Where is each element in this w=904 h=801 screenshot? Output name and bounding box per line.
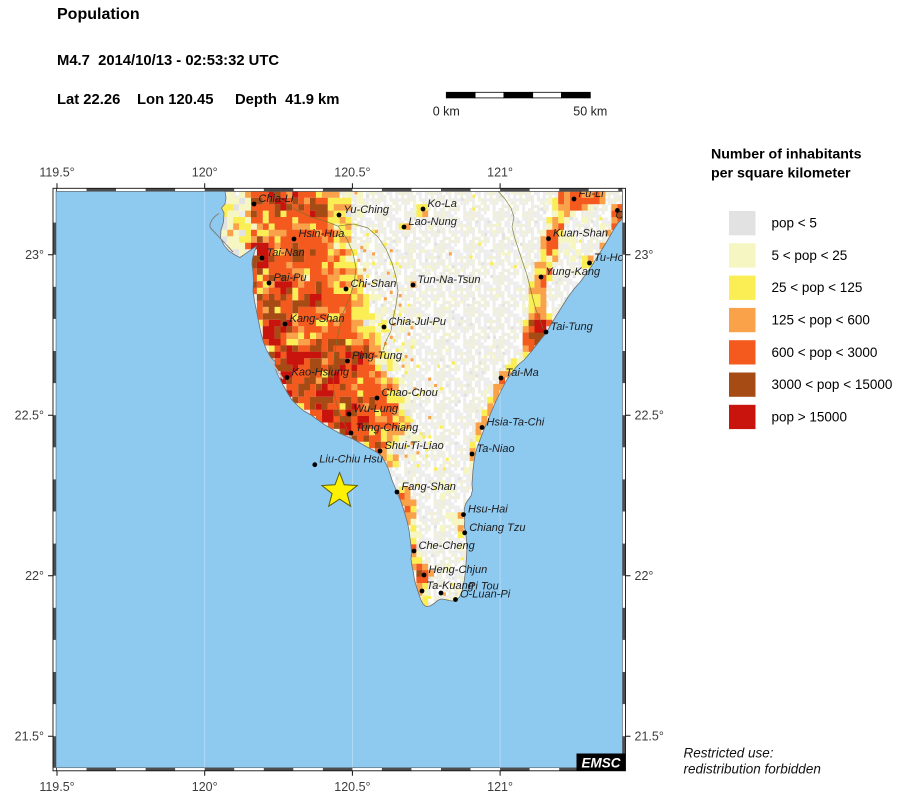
svg-text:pop < 5: pop < 5 bbox=[772, 216, 817, 231]
svg-text:Ping-Tung: Ping-Tung bbox=[352, 350, 403, 362]
svg-text:121°: 121° bbox=[487, 166, 513, 180]
svg-text:120.5°: 120.5° bbox=[334, 166, 370, 180]
svg-text:22°: 22° bbox=[635, 569, 654, 583]
svg-text:Fang-Shan: Fang-Shan bbox=[402, 481, 456, 493]
svg-text:Tun-Na-Tsun: Tun-Na-Tsun bbox=[418, 274, 481, 286]
svg-text:Chia-Jul-Pu: Chia-Jul-Pu bbox=[389, 316, 446, 328]
svg-text:Hsu-Hai: Hsu-Hai bbox=[468, 504, 508, 516]
svg-text:C: C bbox=[616, 210, 624, 222]
svg-text:Tai-Ma: Tai-Ma bbox=[506, 367, 539, 379]
svg-text:Hsin-Hua: Hsin-Hua bbox=[299, 228, 345, 240]
svg-text:Tu-Ho: Tu-Ho bbox=[594, 252, 624, 264]
svg-text:50 km: 50 km bbox=[573, 105, 607, 119]
svg-text:5 < pop < 25: 5 < pop < 25 bbox=[772, 248, 848, 263]
svg-text:Tung-Chiang: Tung-Chiang bbox=[356, 422, 420, 434]
svg-text:119.5°: 119.5° bbox=[39, 780, 74, 794]
svg-text:120°: 120° bbox=[192, 166, 218, 180]
svg-text:Fu-Li: Fu-Li bbox=[579, 188, 605, 200]
svg-text:redistribution forbidden: redistribution forbidden bbox=[684, 762, 821, 777]
svg-text:Wu-Lung: Wu-Lung bbox=[354, 403, 400, 415]
svg-text:Restricted use:: Restricted use: bbox=[684, 746, 774, 761]
svg-text:Ta-Niao: Ta-Niao bbox=[477, 443, 515, 455]
svg-text:120°: 120° bbox=[192, 780, 218, 794]
svg-text:119.5°: 119.5° bbox=[39, 166, 74, 180]
svg-text:21.5°: 21.5° bbox=[635, 730, 664, 744]
svg-text:125 < pop < 600: 125 < pop < 600 bbox=[772, 313, 870, 328]
svg-text:Chia-Li: Chia-Li bbox=[259, 193, 294, 205]
svg-text:Chao-Chou: Chao-Chou bbox=[382, 387, 438, 399]
svg-text:3000 < pop < 15000: 3000 < pop < 15000 bbox=[772, 377, 893, 392]
svg-text:Ko-La: Ko-La bbox=[428, 198, 457, 210]
svg-text:Pi Tou: Pi Tou bbox=[468, 581, 499, 593]
svg-text:Liu-Chiu Hsu: Liu-Chiu Hsu bbox=[319, 454, 383, 466]
svg-text:Che-Cheng: Che-Cheng bbox=[419, 540, 476, 552]
svg-text:per square kilometer: per square kilometer bbox=[711, 166, 851, 182]
svg-text:Kang-Shan: Kang-Shan bbox=[290, 313, 345, 325]
svg-text:25 < pop < 125: 25 < pop < 125 bbox=[772, 280, 863, 295]
svg-text:Number of inhabitants: Number of inhabitants bbox=[711, 147, 862, 163]
svg-text:Lao-Nung: Lao-Nung bbox=[409, 216, 458, 228]
svg-text:EMSC: EMSC bbox=[581, 755, 620, 770]
svg-text:Shui-Ti-Liao: Shui-Ti-Liao bbox=[385, 440, 444, 452]
svg-text:600 < pop < 3000: 600 < pop < 3000 bbox=[772, 345, 878, 360]
svg-text:Hsia-Ta-Chi: Hsia-Ta-Chi bbox=[487, 417, 545, 429]
svg-text:Yu-Ching: Yu-Ching bbox=[344, 204, 390, 216]
svg-text:23°: 23° bbox=[25, 248, 44, 262]
svg-text:22°: 22° bbox=[25, 569, 44, 583]
svg-text:23°: 23° bbox=[635, 248, 654, 262]
svg-text:121°: 121° bbox=[487, 780, 513, 794]
svg-text:Yung-Kang: Yung-Kang bbox=[546, 266, 602, 278]
svg-text:Tai-Nan: Tai-Nan bbox=[267, 247, 305, 259]
svg-text:Kuan-Shan: Kuan-Shan bbox=[553, 228, 608, 240]
svg-text:Heng-Chjun: Heng-Chjun bbox=[429, 564, 488, 576]
svg-text:Chiang Tzu: Chiang Tzu bbox=[469, 522, 525, 534]
svg-text:Pai-Pu: Pai-Pu bbox=[274, 272, 307, 284]
svg-text:Tai-Tung: Tai-Tung bbox=[551, 321, 594, 333]
svg-text:Kao-Hsiung: Kao-Hsiung bbox=[292, 367, 350, 379]
svg-text:22.5°: 22.5° bbox=[635, 409, 664, 423]
svg-text:pop > 15000: pop > 15000 bbox=[772, 409, 847, 424]
svg-text:120.5°: 120.5° bbox=[334, 780, 370, 794]
svg-text:Chi-Shan: Chi-Shan bbox=[351, 278, 397, 290]
svg-text:21.5°: 21.5° bbox=[15, 730, 44, 744]
svg-text:22.5°: 22.5° bbox=[15, 409, 44, 423]
svg-text:O-Luan-Pi: O-Luan-Pi bbox=[460, 589, 511, 601]
svg-text:Ta-Kuang: Ta-Kuang bbox=[427, 580, 475, 592]
svg-text:0 km: 0 km bbox=[433, 105, 460, 119]
